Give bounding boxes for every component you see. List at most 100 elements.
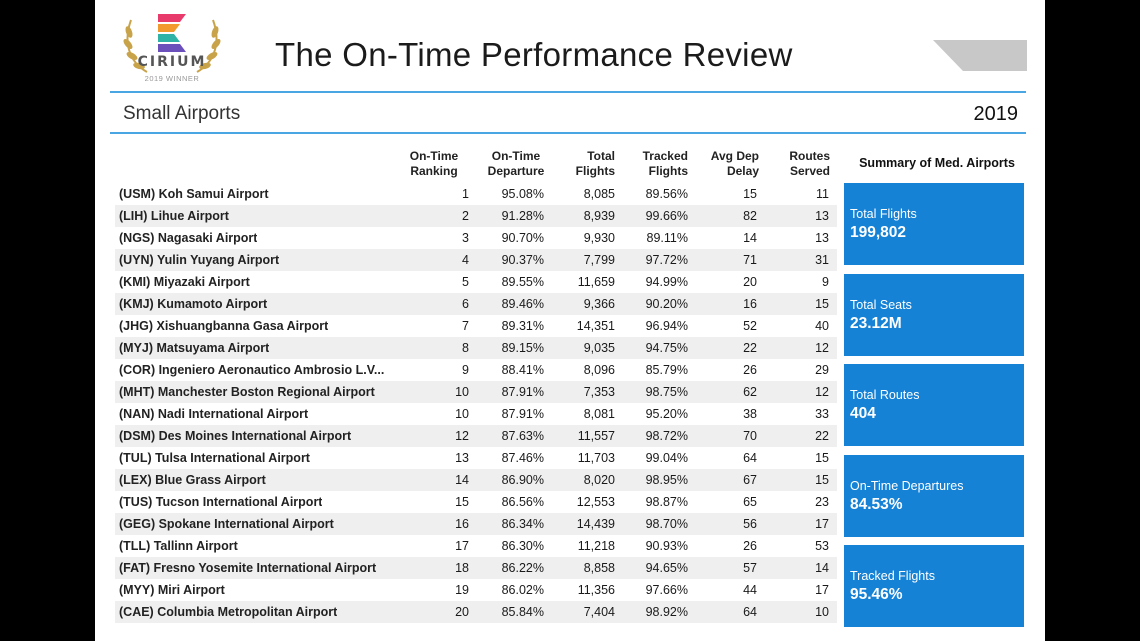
ontime-ranking-cell: 8	[462, 341, 469, 355]
total-flights-cell: 9,035	[583, 341, 615, 355]
table-row: (USM) Koh Samui Airport 1 95.08% 8,085 89.56…	[115, 183, 837, 205]
avg-dep-delay-cell: 16	[743, 297, 757, 311]
avg-dep-delay-cell: 14	[743, 231, 757, 245]
avg-dep-delay-cell: 26	[743, 539, 757, 553]
ontime-ranking-cell: 18	[455, 561, 469, 575]
ontime-ranking-cell: 5	[462, 275, 469, 289]
total-flights-cell: 11,218	[577, 539, 615, 553]
table-row: (KMJ) Kumamoto Airport 6 89.46% 9,366 90.20%…	[115, 293, 837, 315]
airport-name-cell: (NAN) Nadi International Airport	[119, 407, 309, 421]
tracked-flights-cell: 95.20%	[645, 407, 688, 421]
tracked-flights-cell: 89.11%	[646, 231, 688, 245]
tracked-flights-cell: 94.99%	[645, 275, 688, 289]
total-flights-cell: 8,085	[583, 187, 615, 201]
avg-dep-delay-cell: 70	[743, 429, 757, 443]
avg-dep-delay-cell: 71	[743, 253, 757, 267]
col-tracked-flights-header: Tracked Flights	[642, 149, 688, 178]
ontime-ranking-cell: 10	[455, 385, 469, 399]
table-header: On-Time Ranking On-Time Departure Total Fli…	[115, 149, 837, 183]
table-row: (LEX) Blue Grass Airport 14 86.90% 8,020 98.…	[115, 469, 837, 491]
tracked-flights-cell: 90.20%	[645, 297, 688, 311]
table-row: (MHT) Manchester Boston Regional Airport…	[115, 381, 837, 403]
ontime-departure-cell: 89.46%	[501, 297, 544, 311]
ontime-ranking-cell: 20	[455, 605, 469, 619]
routes-served-cell: 12	[815, 341, 829, 355]
tracked-flights-cell: 99.04%	[645, 451, 688, 465]
ontime-departure-cell: 86.22%	[501, 561, 544, 575]
table-row: (NAN) Nadi International Airport 10 87.91%…	[115, 403, 837, 425]
summary-card-label: Total Flights	[850, 207, 917, 221]
ontime-ranking-cell: 16	[455, 517, 469, 531]
total-flights-cell: 11,557	[577, 429, 615, 443]
table-row: (TUS) Tucson International Airport 15 86.5…	[115, 491, 837, 513]
avg-dep-delay-cell: 52	[743, 319, 757, 333]
routes-served-cell: 9	[822, 275, 829, 289]
avg-dep-delay-cell: 82	[743, 209, 757, 223]
tracked-flights-cell: 89.56%	[645, 187, 688, 201]
tracked-flights-cell: 98.70%	[645, 517, 688, 531]
tracked-flights-cell: 97.72%	[645, 253, 688, 267]
routes-served-cell: 22	[815, 429, 829, 443]
ontime-ranking-cell: 19	[455, 583, 469, 597]
total-flights-cell: 14,439	[576, 517, 615, 531]
logo-subtitle: 2019 WINNER	[144, 74, 200, 83]
table-row: (MYJ) Matsuyama Airport 8 89.15% 9,035 94.75…	[115, 337, 837, 359]
col-departure-header: On-Time Departure	[487, 149, 545, 178]
ontime-departure-cell: 95.08%	[501, 187, 544, 201]
tracked-flights-cell: 94.75%	[645, 341, 688, 355]
total-flights-cell: 8,096	[583, 363, 615, 377]
total-flights-cell: 8,858	[583, 561, 615, 575]
ontime-ranking-cell: 14	[455, 473, 469, 487]
ontime-departure-cell: 86.30%	[501, 539, 544, 553]
col-ranking-header: On-Time Ranking	[409, 149, 459, 178]
ontime-departure-cell: 90.70%	[501, 231, 544, 245]
tracked-flights-cell: 99.66%	[645, 209, 688, 223]
routes-served-cell: 17	[815, 583, 829, 597]
airport-name-cell: (LIH) Lihue Airport	[119, 209, 229, 223]
ontime-departure-cell: 89.15%	[501, 341, 544, 355]
ontime-ranking-cell: 6	[462, 297, 469, 311]
tracked-flights-cell: 98.72%	[645, 429, 688, 443]
total-flights-cell: 7,404	[583, 605, 615, 619]
summary-title: Summary of Med. Airports	[859, 156, 1015, 170]
total-flights-cell: 11,356	[577, 583, 615, 597]
tracked-flights-cell: 98.92%	[645, 605, 688, 619]
routes-served-cell: 12	[815, 385, 829, 399]
summary-card-value: 95.46%	[850, 586, 903, 603]
table-row: (DSM) Des Moines International Airport 12…	[115, 425, 837, 447]
ontime-departure-cell: 87.91%	[501, 385, 544, 399]
routes-served-cell: 15	[815, 473, 829, 487]
ontime-ranking-cell: 1	[462, 187, 469, 201]
ontime-departure-cell: 86.56%	[501, 495, 544, 509]
avg-dep-delay-cell: 56	[743, 517, 757, 531]
col-avg-delay-header: Avg Dep Delay	[710, 149, 759, 178]
summary-card: On-Time Departures 84.53%	[844, 455, 1024, 537]
table-row: (GEG) Spokane International Airport 16 86.…	[115, 513, 837, 535]
airport-name-cell: (COR) Ingeniero Aeronautico Ambrosio L.V…	[119, 363, 385, 377]
avg-dep-delay-cell: 65	[743, 495, 757, 509]
section-divider	[110, 132, 1026, 134]
airport-name-cell: (TLL) Tallinn Airport	[119, 539, 238, 553]
table-row: (KMI) Miyazaki Airport 5 89.55% 11,659 94.99…	[115, 271, 837, 293]
avg-dep-delay-cell: 67	[743, 473, 757, 487]
avg-dep-delay-cell: 38	[743, 407, 757, 421]
ontime-ranking-cell: 12	[455, 429, 469, 443]
routes-served-cell: 10	[815, 605, 829, 619]
routes-served-cell: 15	[815, 451, 829, 465]
ontime-departure-cell: 90.37%	[501, 253, 544, 267]
total-flights-cell: 11,703	[577, 451, 615, 465]
routes-served-cell: 29	[815, 363, 829, 377]
summary-card: Total Flights 199,802	[844, 183, 1024, 265]
table-row: (CAE) Columbia Metropolitan Airport 20 85.…	[115, 601, 837, 623]
table-row: (MYY) Miri Airport 19 86.02% 11,356 97.66% 44…	[115, 579, 837, 601]
tracked-flights-cell: 97.66%	[645, 583, 688, 597]
avg-dep-delay-cell: 64	[743, 451, 757, 465]
summary-card: Total Routes 404	[844, 364, 1024, 446]
summary-card: Total Seats 23.12M	[844, 274, 1024, 356]
col-total-flights-header: Total Flights	[575, 149, 615, 178]
tracked-flights-cell: 85.79%	[645, 363, 688, 377]
avg-dep-delay-cell: 44	[743, 583, 757, 597]
total-flights-cell: 12,553	[576, 495, 615, 509]
ontime-ranking-cell: 7	[462, 319, 469, 333]
tracked-flights-cell: 94.65%	[645, 561, 688, 575]
